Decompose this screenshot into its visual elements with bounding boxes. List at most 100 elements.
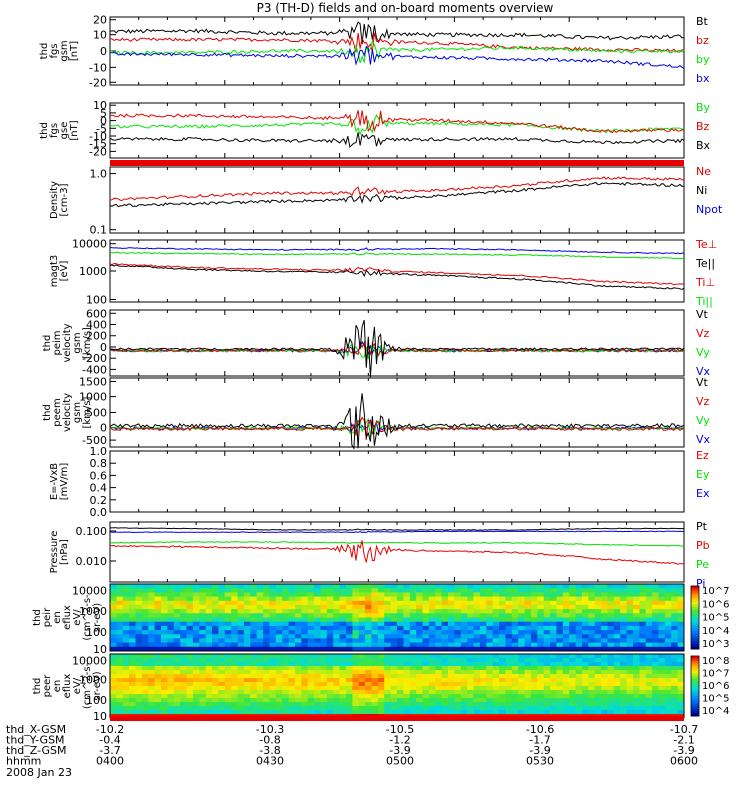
spectrogram-cell xyxy=(384,706,391,711)
spectrogram-cell xyxy=(645,596,653,602)
spectrogram-cell xyxy=(518,698,525,703)
spectrogram-cell xyxy=(601,678,608,683)
spectrogram-cell xyxy=(122,698,130,703)
spectrogram-cell xyxy=(352,698,360,703)
spectrogram-cell xyxy=(652,662,659,667)
spectrogram-cell xyxy=(173,686,181,691)
y-axis-label: en xyxy=(52,680,63,693)
spectrogram-cell xyxy=(473,638,481,643)
spectrogram-cell xyxy=(607,630,615,635)
spectrogram-cell xyxy=(428,609,436,614)
spectrogram-cell xyxy=(110,674,117,679)
spectrogram-cell xyxy=(473,588,481,593)
spectrogram-cell xyxy=(473,666,481,671)
spectrogram-cell xyxy=(141,706,149,711)
spectrogram-cell xyxy=(161,621,168,627)
spectrogram-cell xyxy=(518,658,525,663)
x-axis-value: -1.7 xyxy=(529,734,550,747)
spectrogram-cell xyxy=(435,706,443,711)
spectrogram-cell xyxy=(314,617,321,623)
spectrogram-cell xyxy=(212,706,219,711)
spectrogram-cell xyxy=(186,686,194,691)
spectrogram-cell xyxy=(518,702,525,707)
spectrogram-cell xyxy=(314,630,321,635)
spectrogram-cell xyxy=(467,662,474,667)
y-axis-label: peer xyxy=(42,674,53,698)
spectrogram-cell xyxy=(116,678,124,683)
spectrogram-cell xyxy=(537,646,545,652)
spectrogram-cell xyxy=(192,613,200,618)
spectrogram-cell xyxy=(550,666,557,671)
spectrogram-cell xyxy=(263,694,270,699)
spectrogram-cell xyxy=(499,698,506,703)
y-axis-label: thd xyxy=(39,122,50,139)
spectrogram-cell xyxy=(543,617,551,623)
spectrogram-cell xyxy=(365,658,372,663)
spectrogram-cell xyxy=(275,592,283,597)
spectrogram-cell xyxy=(212,588,219,593)
y-tick-label: 0.6 xyxy=(90,469,108,482)
spectrogram-cell xyxy=(358,670,366,675)
spectrogram-cell xyxy=(620,625,627,631)
spectrogram-cell xyxy=(658,694,666,699)
spectrogram-cell xyxy=(250,658,258,663)
spectrogram-cell xyxy=(658,686,666,691)
spectrogram-cell xyxy=(269,604,277,610)
spectrogram-cell xyxy=(633,686,640,691)
spectrogram-cell xyxy=(256,642,264,648)
spectrogram-cell xyxy=(269,625,277,631)
spectrogram-cell xyxy=(645,600,653,606)
spectrogram-cell xyxy=(582,613,589,618)
spectrogram-cell xyxy=(664,662,672,667)
spectrogram-cell xyxy=(180,596,187,602)
spectrogram-cell xyxy=(416,596,423,602)
y-tick-label: 0 xyxy=(100,341,107,354)
spectrogram-cell xyxy=(212,694,219,699)
spectrogram-cell xyxy=(282,596,289,602)
spectrogram-cell xyxy=(301,596,309,602)
spectrogram-cell xyxy=(122,600,130,606)
spectrogram-cell xyxy=(486,666,494,671)
y-axis-label: sr-eV) xyxy=(92,671,103,700)
spectrogram-cell xyxy=(390,621,398,627)
spectrogram-cell xyxy=(250,706,258,711)
spectrogram-cell xyxy=(192,584,200,589)
spectrogram-cell xyxy=(658,609,666,614)
spectrogram-cell xyxy=(454,674,462,679)
spectrogram-cell xyxy=(435,600,443,606)
spectrogram-cell xyxy=(333,686,340,691)
colorbar-segment xyxy=(691,683,699,687)
spectrogram-cell xyxy=(263,588,270,593)
spectrogram-cell xyxy=(671,690,678,695)
spectrogram-cell xyxy=(110,613,117,618)
spectrogram-cell xyxy=(180,613,187,618)
spectrogram-cell xyxy=(575,625,583,631)
spectrogram-cell xyxy=(620,630,627,635)
spectrogram-cell xyxy=(167,584,175,589)
spectrogram-cell xyxy=(652,642,659,648)
spectrogram-cell xyxy=(218,698,226,703)
spectrogram-cell xyxy=(524,642,532,648)
spectrogram-cell xyxy=(518,613,525,618)
spectrogram-cell xyxy=(428,613,436,618)
spectrogram-cell xyxy=(639,584,647,589)
spectrogram-cell xyxy=(626,678,634,683)
spectrogram-cell xyxy=(218,710,226,715)
spectrogram-cell xyxy=(212,604,219,610)
spectrogram-cell xyxy=(301,634,309,639)
spectrogram-cell xyxy=(397,642,404,648)
spectrogram-cell xyxy=(467,638,474,643)
spectrogram-cell xyxy=(173,621,181,627)
spectrogram-cell xyxy=(550,654,557,659)
spectrogram-cell xyxy=(664,682,672,687)
spectrogram-cell xyxy=(231,682,238,687)
spectrogram-cell xyxy=(116,686,124,691)
spectrogram-cell xyxy=(199,706,207,711)
spectrogram-cell xyxy=(486,600,494,606)
spectrogram-cell xyxy=(243,600,251,606)
spectrogram-cell xyxy=(141,596,149,602)
spectrogram-cell xyxy=(288,702,296,707)
spectrogram-cell xyxy=(250,674,258,679)
spectrogram-cell xyxy=(633,710,640,715)
spectrogram-cell xyxy=(339,690,347,695)
